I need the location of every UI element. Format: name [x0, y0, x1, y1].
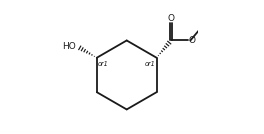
- Text: O: O: [168, 14, 175, 23]
- Text: HO: HO: [62, 42, 76, 51]
- Text: O: O: [189, 36, 196, 45]
- Text: or1: or1: [98, 61, 109, 67]
- Text: or1: or1: [145, 61, 156, 67]
